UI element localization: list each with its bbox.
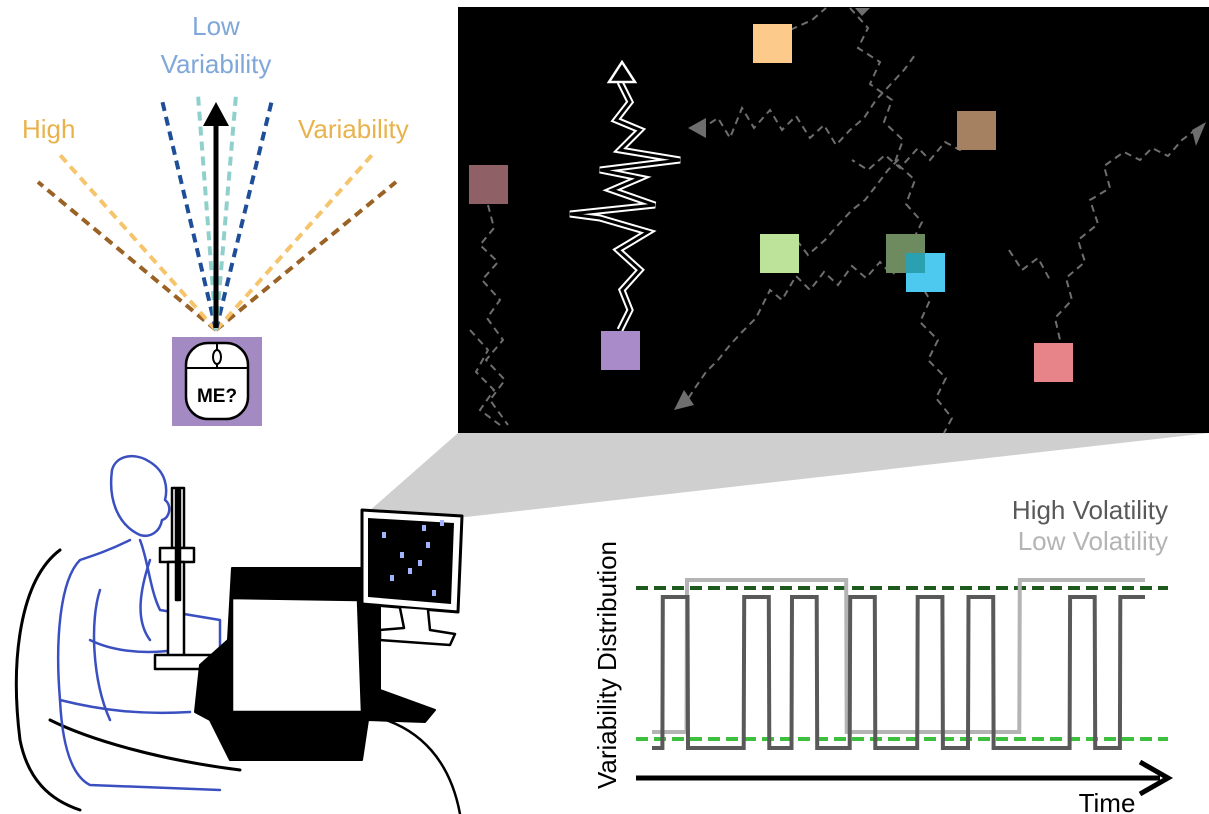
- time-axis-arrowhead: [1138, 759, 1174, 797]
- teal-dashed-line-right: [214, 94, 238, 331]
- series-line-high-volatility: [652, 595, 1145, 750]
- chin-rest: [153, 486, 215, 671]
- trail-arrowhead: [1192, 122, 1206, 146]
- target-square-mauve: [469, 165, 508, 204]
- high-variability-label-left: High: [22, 114, 75, 144]
- target-square-pink: [1034, 343, 1073, 382]
- cursor-path: [569, 59, 681, 332]
- blue-dashed-line-right: [214, 99, 274, 331]
- square-trails: [469, 7, 1199, 434]
- central-arrow-head: [203, 102, 229, 126]
- participant-illustration: [14, 454, 464, 814]
- target-square-light-green: [760, 234, 799, 273]
- orange-dashed-line-right: [214, 153, 374, 332]
- mouse-icon: [184, 341, 250, 421]
- teal-dashed-line-left: [196, 94, 218, 331]
- orange-dashed-line-left: [58, 153, 218, 332]
- target-square-peach: [753, 24, 792, 63]
- target-square-brown: [957, 111, 996, 150]
- monitor: [360, 508, 464, 647]
- chair: [14, 548, 242, 812]
- person-outline: [56, 454, 222, 792]
- task-screen-background: [458, 7, 1209, 433]
- black-drape: [194, 567, 436, 761]
- y-axis-label: Variability Distribution: [592, 541, 622, 789]
- trail-arrowhead: [855, 8, 870, 16]
- target-square-lavender: [601, 331, 640, 370]
- trail-arrowhead: [688, 118, 706, 138]
- high-variability-label-right: Variability: [298, 114, 409, 144]
- task-screen-panel: [458, 7, 1209, 434]
- low-variability-label-line2: Variability: [161, 49, 272, 79]
- zoom-wedge: [368, 433, 1209, 517]
- mouse-label: ME?: [197, 386, 237, 407]
- cursor-path-arrowhead: [606, 59, 638, 84]
- volatility-chart: High Volatility Low Volatility Variabili…: [592, 495, 1174, 814]
- target-square-overlap: [906, 253, 925, 273]
- low-variability-label-line1: Low: [192, 11, 240, 41]
- legend-high-volatility: High Volatility: [1012, 495, 1168, 525]
- x-axis-label: Time: [1079, 788, 1136, 814]
- monitor-dots: [382, 520, 444, 596]
- blue-dashed-line-left: [160, 99, 218, 331]
- brown-dashed-line-left: [36, 180, 218, 332]
- trail-arrowhead: [674, 390, 694, 410]
- variability-fan-panel: Low Variability High Variability ME?: [22, 11, 409, 426]
- legend-low-volatility: Low Volatility: [1018, 526, 1168, 556]
- mouse-cable: [378, 716, 462, 814]
- brown-dashed-line-right: [214, 180, 398, 332]
- drape-front-face: [230, 596, 364, 714]
